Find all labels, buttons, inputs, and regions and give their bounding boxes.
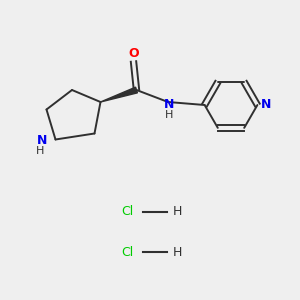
Text: N: N	[261, 98, 271, 112]
Polygon shape	[100, 87, 137, 102]
Text: H: H	[36, 146, 45, 156]
Text: H: H	[172, 245, 182, 259]
Text: N: N	[164, 98, 175, 111]
Text: Cl: Cl	[122, 245, 134, 259]
Text: H: H	[165, 110, 174, 120]
Text: H: H	[172, 205, 182, 218]
Text: O: O	[128, 46, 139, 60]
Text: Cl: Cl	[122, 205, 134, 218]
Text: N: N	[37, 134, 47, 148]
